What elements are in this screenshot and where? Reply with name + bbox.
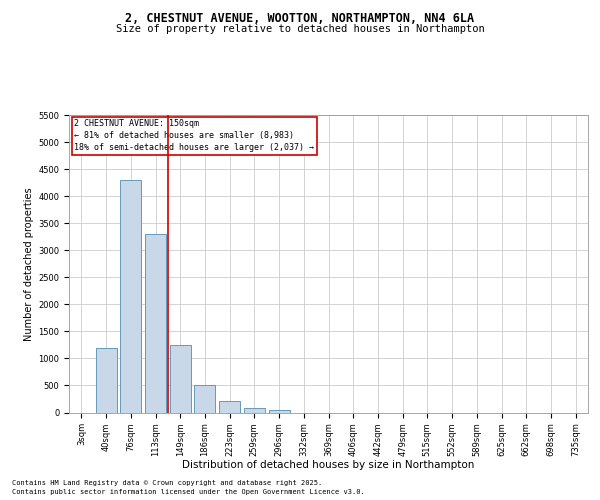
- Bar: [269, 410, 290, 412]
- Bar: [194, 386, 215, 412]
- Bar: [219, 400, 240, 412]
- Text: Contains HM Land Registry data © Crown copyright and database right 2025.: Contains HM Land Registry data © Crown c…: [12, 480, 322, 486]
- Text: 2 CHESTNUT AVENUE: 150sqm
← 81% of detached houses are smaller (8,983)
18% of se: 2 CHESTNUT AVENUE: 150sqm ← 81% of detac…: [74, 120, 314, 152]
- Text: 2, CHESTNUT AVENUE, WOOTTON, NORTHAMPTON, NN4 6LA: 2, CHESTNUT AVENUE, WOOTTON, NORTHAMPTON…: [125, 12, 475, 26]
- Text: Size of property relative to detached houses in Northampton: Size of property relative to detached ho…: [116, 24, 484, 34]
- Text: Contains public sector information licensed under the Open Government Licence v3: Contains public sector information licen…: [12, 489, 365, 495]
- Bar: [95, 348, 116, 412]
- Bar: [170, 345, 191, 412]
- X-axis label: Distribution of detached houses by size in Northampton: Distribution of detached houses by size …: [182, 460, 475, 470]
- Bar: [145, 234, 166, 412]
- Bar: [120, 180, 141, 412]
- Y-axis label: Number of detached properties: Number of detached properties: [24, 187, 34, 340]
- Bar: [244, 408, 265, 412]
